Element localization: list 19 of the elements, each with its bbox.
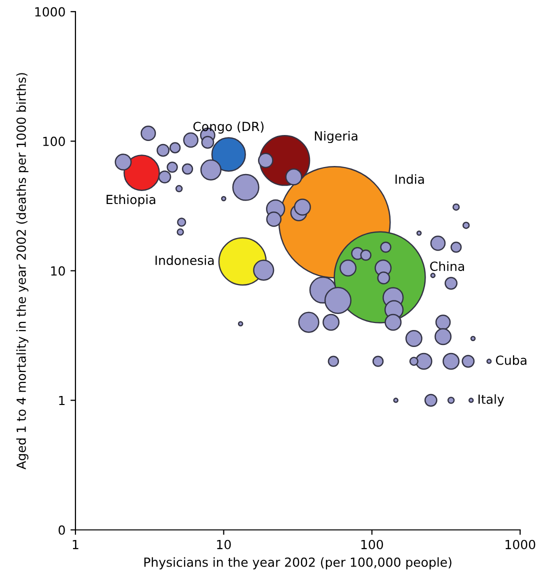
x-tick-label: 1 <box>72 540 78 550</box>
series-label: Italy <box>478 394 504 406</box>
series-label: Cuba <box>496 355 526 365</box>
x-axis-title: Physicians in the year 2002 (per 100,000 people) <box>144 557 452 570</box>
y-tick-label: 0 <box>58 525 65 535</box>
x-tick-label: 100 <box>361 540 384 550</box>
y-axis-title: Aged 1 to 4 mortality in the year 2002 (deaths per 1000 births) <box>16 73 28 470</box>
y-tick-label: 1000 <box>35 7 65 17</box>
series-label: Ethiopia <box>106 194 156 207</box>
x-tick-label: 1000 <box>506 540 536 550</box>
series-label: Congo (DR) <box>193 122 264 134</box>
series-label: India <box>396 174 424 184</box>
series-label: China <box>430 261 464 271</box>
y-tick-label: 10 <box>51 266 65 276</box>
y-tick-label: 1 <box>59 396 65 406</box>
series-label: Nigeria <box>314 130 358 144</box>
series-label: Indonesia <box>156 255 214 266</box>
y-tick-label: 100 <box>43 136 65 146</box>
x-tick-label: 10 <box>217 540 231 550</box>
